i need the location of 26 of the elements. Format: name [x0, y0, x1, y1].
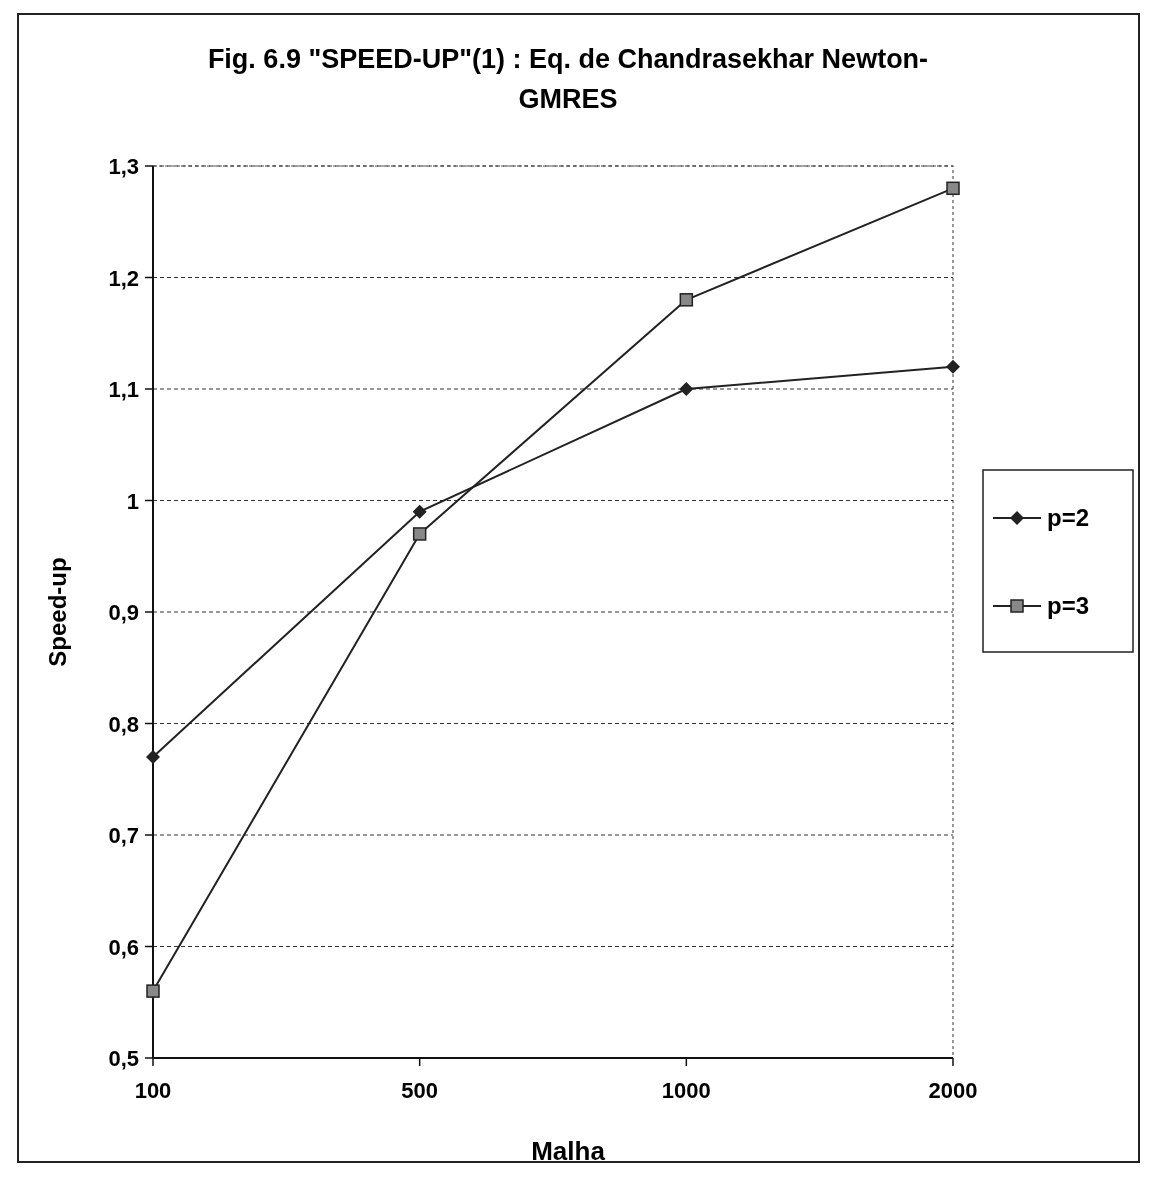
y-tick-label: 1 — [126, 488, 139, 514]
x-axis-title: Malha — [531, 1136, 606, 1166]
y-tick-label: 0,5 — [108, 1046, 139, 1071]
x-tick-label: 100 — [134, 1078, 172, 1103]
y-tick-label: 0,6 — [108, 934, 139, 960]
y-tick-label: 0,8 — [108, 711, 139, 737]
point — [146, 749, 160, 764]
chart-title: Fig. 6.9 "SPEED-UP"(1) : Eq. de Chandrasekhar Newton-GMRES — [207, 44, 929, 114]
legend-label: p=3 — [1047, 592, 1090, 619]
point — [412, 504, 427, 519]
y-tick-label: 0,9 — [108, 600, 139, 625]
y-tick-label: 1,2 — [108, 265, 139, 291]
point — [146, 984, 160, 998]
point — [679, 293, 694, 307]
x-tick-label: 1000 — [661, 1078, 711, 1103]
x-tick-label: 500 — [401, 1078, 439, 1103]
legend-label: p=2 — [1047, 504, 1090, 531]
point — [412, 527, 427, 541]
point — [946, 359, 960, 374]
y-tick-label: 1,1 — [108, 377, 139, 402]
point — [946, 181, 960, 196]
point — [679, 382, 694, 396]
y-tick-label: 1,3 — [108, 154, 139, 179]
x-tick-label: 2000 — [928, 1078, 978, 1103]
y-axis-title: Speed-up — [44, 557, 71, 667]
y-tick-label: 0,7 — [108, 823, 139, 848]
